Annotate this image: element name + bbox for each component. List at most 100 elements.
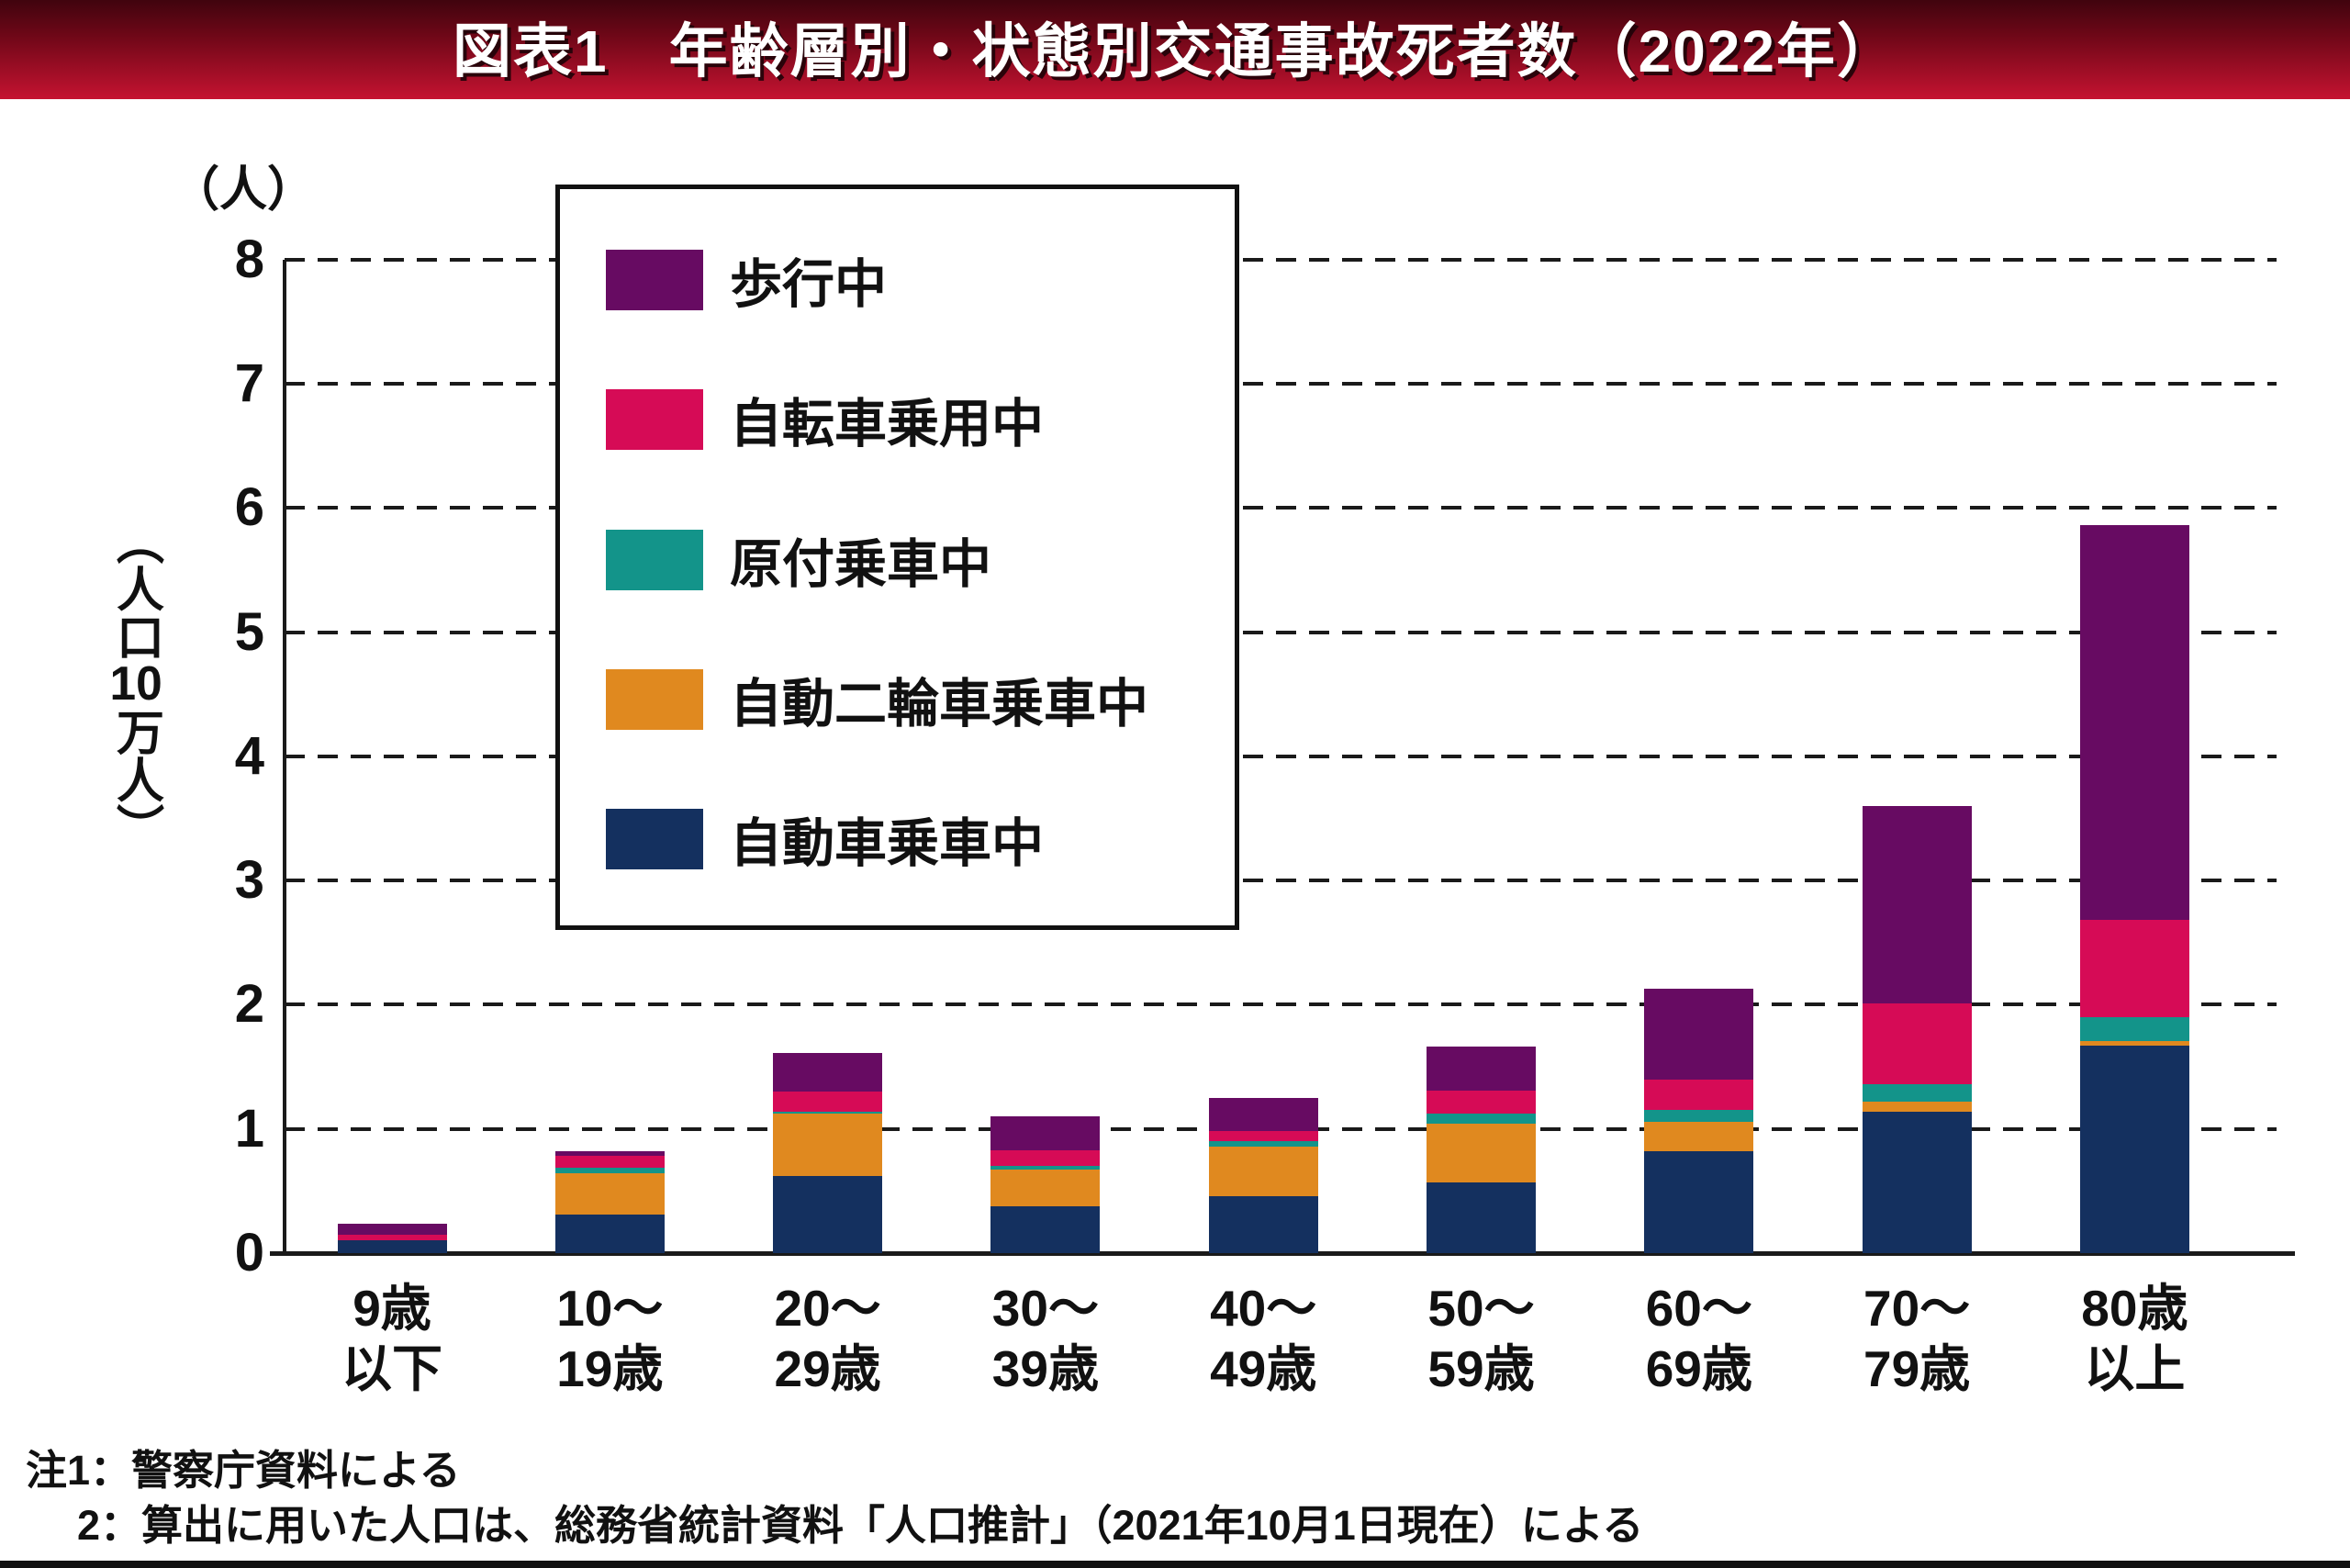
bar-segment-自動車乗車中 — [2079, 1046, 2189, 1253]
bar-segment-自転車乗用中 — [990, 1149, 1101, 1167]
bar-segment-歩行中 — [1862, 805, 1972, 1004]
y-tick-label: 3 — [234, 850, 264, 911]
legend-item: 自動二輪車乗車中 — [560, 668, 1235, 734]
bar-segment-原付乗車中 — [1208, 1141, 1318, 1147]
bar-segment-自動車乗車中 — [554, 1215, 665, 1253]
bar-segment-自転車乗用中 — [773, 1092, 883, 1112]
x-axis-label-line: 60〜 — [1645, 1280, 1752, 1337]
y-axis-unit-side-part: （人口 — [108, 517, 162, 660]
x-axis-label-line: 20〜 — [774, 1280, 881, 1337]
bar-segment-自転車乗用中 — [337, 1234, 447, 1241]
bar-segment-自動二輪車乗車中 — [1427, 1124, 1536, 1182]
bar-segment-自動車乗車中 — [773, 1176, 883, 1253]
bar-segment-歩行中 — [2079, 525, 2189, 921]
bar-segment-原付乗車中 — [1427, 1114, 1536, 1125]
bar-segment-自転車乗用中 — [554, 1156, 665, 1168]
legend-label: 原付乗車中 — [730, 534, 991, 594]
legend-label: 自動車乗車中 — [730, 814, 1044, 874]
y-axis-unit-side-part: 10 — [109, 660, 162, 708]
bar-segment-自動二輪車乗車中 — [1208, 1146, 1318, 1196]
bar-segment-自転車乗用中 — [1644, 1079, 1754, 1111]
bar-segment-歩行中 — [773, 1053, 883, 1092]
y-tick-label: 8 — [234, 229, 264, 289]
x-axis-label-line: 10〜 — [556, 1280, 664, 1337]
y-tick-label: 0 — [234, 1223, 264, 1282]
gridline — [285, 257, 2277, 262]
bar-segment-原付乗車中 — [554, 1167, 665, 1174]
gridline — [285, 879, 2277, 883]
x-axis-label-line: 以下 — [341, 1340, 442, 1397]
x-axis-label: 10〜 19歳 — [490, 1278, 729, 1399]
bottom-rule — [0, 1561, 2350, 1568]
x-axis-label-line: 80歳 — [2081, 1280, 2188, 1337]
bar-segment-自動車乗車中 — [1862, 1111, 1972, 1253]
bar-segment-自動車乗車中 — [337, 1240, 447, 1253]
x-axis-label-line: 30〜 — [991, 1280, 1099, 1337]
legend-label: 自動二輪車乗車中 — [730, 674, 1148, 734]
bar-segment-原付乗車中 — [2079, 1016, 2189, 1041]
bar-segment-自動二輪車乗車中 — [554, 1173, 665, 1215]
x-axis-label-line: 69歳 — [1645, 1340, 1752, 1397]
legend-swatch-原付乗車中 — [606, 529, 703, 590]
y-axis-unit-top: （人） — [171, 163, 315, 217]
y-axis-unit-side: （人口 10 万人） — [97, 459, 174, 909]
y-tick-label: 7 — [234, 353, 264, 413]
legend-item: 自転車乗用中 — [560, 389, 1235, 454]
title-banner: 図表1 年齢層別・状態別交通事故死者数（2022年） — [0, 0, 2350, 99]
y-tick-label: 4 — [234, 725, 264, 786]
legend-swatch-自転車乗用中 — [606, 389, 703, 451]
legend-box: 歩行中自転車乗用中原付乗車中自動二輪車乗車中 自動車乗車中 — [555, 185, 1239, 930]
y-tick-label: 5 — [234, 601, 264, 662]
note-line-1: 注1：警察庁資料による — [26, 1447, 461, 1494]
legend-swatch-自動二輪車乗車中 — [606, 668, 703, 730]
bar-segment-歩行中 — [554, 1151, 665, 1157]
bar-segment-原付乗車中 — [1862, 1083, 1972, 1102]
x-axis-label-line: 79歳 — [1863, 1340, 1971, 1397]
gridline — [285, 1002, 2277, 1007]
x-axis-label: 30〜 39歳 — [926, 1278, 1165, 1399]
bar-segment-自動車乗車中 — [990, 1205, 1101, 1253]
x-axis-label: 40〜 49歳 — [1144, 1278, 1382, 1399]
figure-title: 図表1 年齢層別・状態別交通事故死者数（2022年） — [453, 18, 1897, 84]
y-axis-unit-side-part: 万人） — [108, 708, 162, 851]
legend-label: 歩行中 — [730, 255, 887, 314]
x-axis-label-line: 59歳 — [1427, 1340, 1535, 1397]
y-tick-label: 6 — [234, 477, 264, 538]
x-axis-line — [270, 1251, 2295, 1256]
x-axis-label: 20〜 29歳 — [709, 1278, 947, 1399]
x-axis-label-line: 9歳 — [352, 1280, 431, 1337]
x-axis-label: 9歳 以下 — [273, 1278, 511, 1399]
x-axis-label: 50〜 59歳 — [1362, 1278, 1601, 1399]
x-axis-label-line: 29歳 — [774, 1340, 881, 1397]
bar-segment-自動車乗車中 — [1427, 1182, 1536, 1253]
bar-segment-自動車乗車中 — [1208, 1195, 1318, 1253]
bar-segment-自動二輪車乗車中 — [2079, 1040, 2189, 1047]
bar-segment-歩行中 — [990, 1116, 1101, 1150]
legend-item: 歩行中 — [560, 250, 1235, 314]
legend-item: 自動車乗車中 — [560, 809, 1235, 873]
x-axis-label: 80歳 以上 — [2015, 1278, 2254, 1399]
bar-segment-自動車乗車中 — [1644, 1151, 1754, 1253]
gridline — [285, 754, 2277, 758]
y-tick-label: 1 — [234, 1098, 264, 1159]
gridline — [285, 630, 2277, 634]
y-axis-line — [283, 259, 286, 1253]
bar-segment-原付乗車中 — [990, 1166, 1101, 1170]
x-axis-label-line: 50〜 — [1427, 1280, 1535, 1337]
bar-segment-原付乗車中 — [773, 1111, 883, 1114]
bar-segment-歩行中 — [1208, 1097, 1318, 1132]
legend-swatch-歩行中 — [606, 250, 703, 310]
bar-segment-自転車乗用中 — [1862, 1003, 1972, 1084]
gridline — [285, 506, 2277, 510]
bar-segment-自転車乗用中 — [1208, 1131, 1318, 1142]
source-notes: 注1：警察庁資料による 2：算出に用いた人口は、総務省統計資料「人口推計」（20… — [26, 1443, 1643, 1553]
bar-segment-原付乗車中 — [1644, 1110, 1754, 1122]
x-axis-label-line: 以上 — [2084, 1340, 2186, 1397]
x-axis-label-line: 40〜 — [1210, 1280, 1317, 1337]
bar-segment-自動二輪車乗車中 — [990, 1170, 1101, 1206]
bar-segment-歩行中 — [1427, 1047, 1536, 1091]
x-axis-label-line: 19歳 — [556, 1340, 664, 1397]
x-axis-label: 70〜 79歳 — [1797, 1278, 2036, 1399]
legend-swatch-自動車乗車中 — [606, 809, 703, 870]
